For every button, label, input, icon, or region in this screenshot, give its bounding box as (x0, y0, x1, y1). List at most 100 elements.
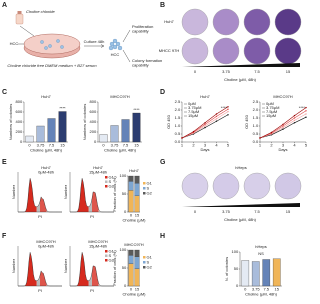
row-label: MHCC 97H (159, 48, 180, 53)
y-tick-label: 0 (124, 283, 127, 288)
x-tick-label: 7.5 (49, 143, 55, 148)
flow-title: Huh7 (41, 165, 51, 170)
y-tick-label: 100 (120, 173, 127, 178)
dose-label: 0 (194, 69, 197, 74)
y-axis-title: N. of colonies (224, 257, 229, 281)
point (293, 114, 296, 117)
legend-label: 0μM (266, 101, 274, 106)
x-axis-title: Choline (μM, 48h) (245, 292, 278, 297)
plate (181, 8, 209, 36)
bar-segment (134, 249, 140, 257)
y-tick-label: 200 (90, 129, 97, 134)
flow-subtitle: 0μM-48h (38, 244, 54, 249)
bar (58, 111, 67, 143)
legend-swatch (105, 185, 108, 188)
bar-segment (134, 175, 140, 184)
dose-label: 3.75 (222, 209, 231, 214)
point (282, 126, 284, 129)
x-tick-label: 15 (275, 287, 280, 292)
significance: **** (59, 106, 66, 111)
x-axis-title: Choline (μM, 48h) (104, 148, 137, 153)
dose-label: 7.5 (254, 209, 260, 214)
axis-title: Number (11, 258, 16, 273)
cell (44, 46, 48, 50)
x-axis-title: Days (278, 147, 287, 152)
x-tick-label: 0 (28, 143, 31, 148)
plate (243, 8, 271, 36)
y-tick-label: 2.0 (253, 107, 259, 112)
x-tick-label: 15 (135, 287, 140, 292)
bar-segment (134, 183, 140, 196)
outcome-label: Proliferation (132, 24, 153, 29)
point (181, 137, 183, 139)
y-tick-label: 2.0 (175, 107, 181, 112)
point (305, 110, 307, 112)
x-tick-label: 2 (270, 143, 273, 148)
axis-title: Choline (μM, 48h) (224, 77, 257, 82)
point (215, 113, 218, 115)
y-tick-label: 50 (122, 265, 127, 270)
x-tick-label: 4 (293, 143, 296, 148)
row-label: Huh7 (164, 19, 174, 24)
point (192, 130, 195, 133)
reagent-label: Choline chloride (26, 9, 55, 14)
dose-wedge (182, 203, 300, 207)
point (204, 122, 206, 124)
point (282, 123, 284, 126)
flow-g2 (40, 196, 47, 212)
x-tick-label: 3.75 (252, 287, 261, 292)
plate (243, 172, 271, 200)
x-tick-label: 0 (130, 213, 133, 218)
legend-label: G2 (109, 257, 115, 262)
bar (241, 260, 250, 287)
point (204, 123, 206, 126)
legend-swatch (105, 250, 108, 253)
point (227, 114, 229, 116)
bottle-cap (17, 11, 22, 14)
plate (181, 172, 209, 200)
plate (212, 37, 240, 65)
bar (25, 135, 34, 143)
x-tick-label: 4 (215, 143, 218, 148)
chart-title: MHCC97H (124, 242, 143, 247)
flow-title: Huh7 (93, 165, 103, 170)
y-tick-label: 600 (16, 109, 23, 114)
bottle (15, 13, 24, 25)
y-tick-label: 800 (16, 99, 23, 104)
cells-label: HCC (10, 41, 19, 46)
y-tick-label: 1.0 (175, 123, 181, 128)
y-tick-label: 0.5 (175, 131, 181, 136)
bar-segment (128, 190, 134, 213)
y-axis-title: Numbers of colonies (8, 104, 13, 140)
x-tick-label: 0 (102, 143, 105, 148)
arrow (19, 25, 35, 37)
plate (274, 172, 302, 200)
bar (121, 119, 130, 143)
dose-label: 15 (286, 209, 291, 214)
cell (108, 45, 114, 51)
flow-g1 (18, 252, 37, 286)
point (215, 120, 218, 122)
culture-label: Culture 48h (84, 39, 105, 44)
x-tick-label: 3 (282, 143, 285, 148)
chart-title: Huh7 (41, 94, 51, 99)
flow-g2 (40, 270, 47, 286)
legend-label: G1 (147, 180, 153, 185)
x-tick-label: 3.75 (37, 143, 46, 148)
point (293, 117, 296, 119)
point (227, 110, 229, 113)
axis-title: Number (63, 258, 68, 273)
x-tick-label: 5 (305, 143, 308, 148)
x-tick-label: 0 (244, 287, 247, 292)
x-tick-label: 1 (181, 143, 184, 148)
legend-swatch (143, 187, 146, 190)
axis-title: Number (63, 184, 68, 199)
cell (40, 40, 44, 44)
arrow (84, 44, 105, 48)
cells-after-label: HCC (111, 52, 120, 57)
y-tick-label: 1.0 (253, 123, 259, 128)
significance: **** (221, 105, 228, 110)
point (293, 119, 296, 122)
plate (212, 8, 240, 36)
point (215, 115, 218, 118)
